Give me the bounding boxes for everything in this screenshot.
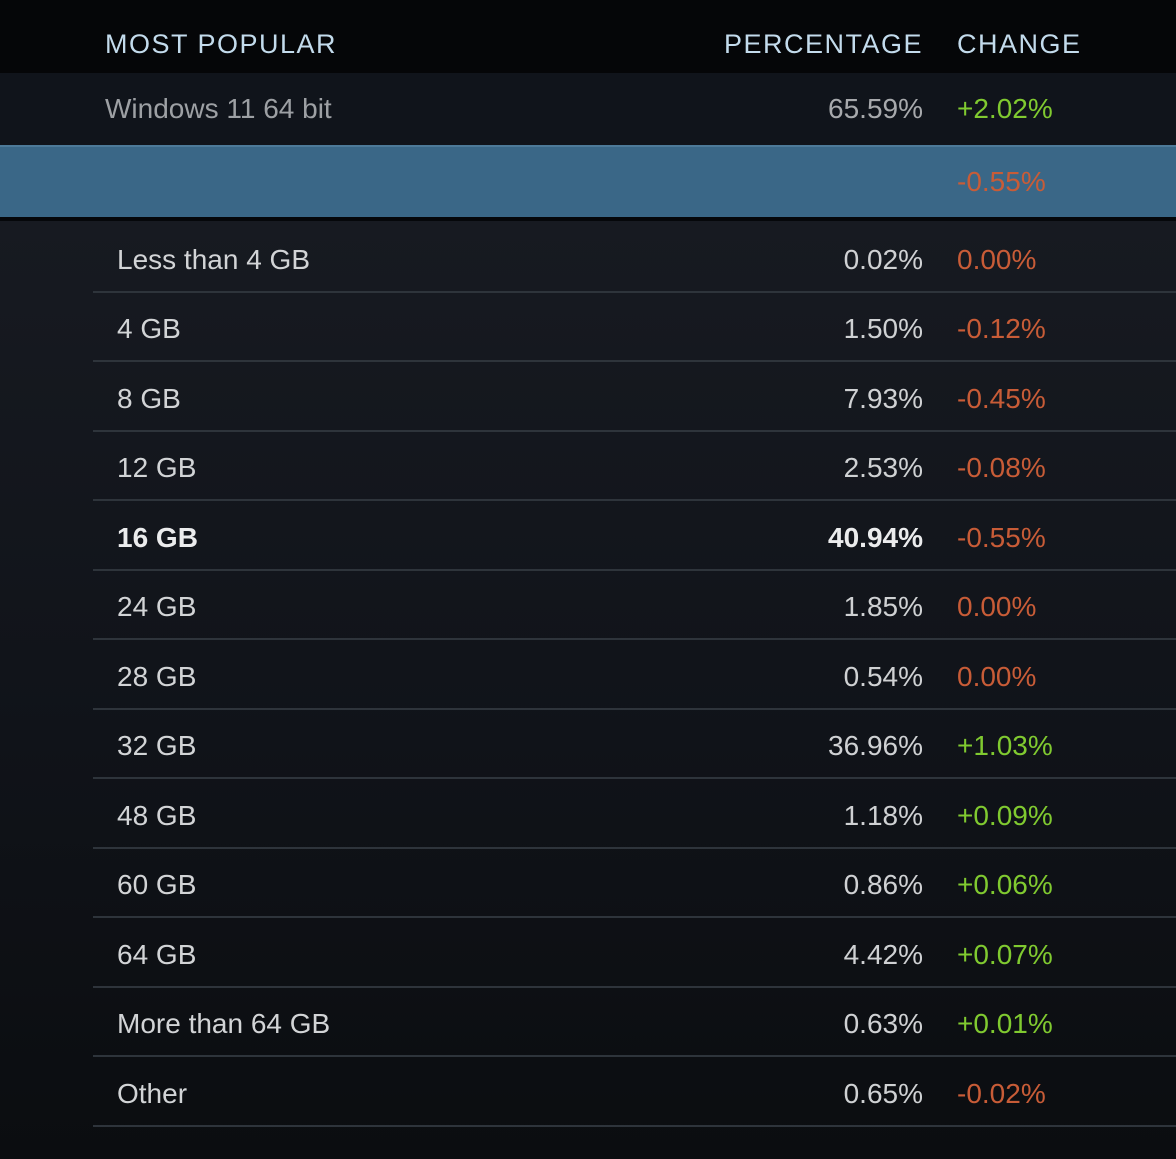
row-label: 28 GB [117, 660, 197, 692]
row-change: +2.02% [957, 93, 1053, 124]
subcategory-row: 64 GB 4.42% +0.07% [0, 916, 1176, 986]
row-percentage: 1.18% [843, 799, 923, 831]
subcategory-row: Less than 4 GB 0.02% 0.00% [0, 221, 1176, 291]
column-header-change: CHANGE [957, 28, 1082, 59]
row-percentage: 40.94% [828, 521, 923, 553]
row-change: -0.02% [957, 1077, 1046, 1109]
row-change: -0.45% [957, 382, 1046, 414]
row-label: 8 GB [117, 382, 181, 414]
table-header: MOST POPULAR PERCENTAGE CHANGE [0, 0, 1176, 73]
row-percentage: 0.63% [843, 1008, 923, 1040]
row-change: -0.55% [957, 166, 1046, 197]
row-percentage: 0.02% [843, 243, 923, 275]
subcategory-row: 28 GB 0.54% 0.00% [0, 638, 1176, 708]
row-change: +0.01% [957, 1008, 1053, 1040]
row-label: Other [117, 1077, 188, 1109]
row-label: Less than 4 GB [117, 243, 311, 275]
subcategory-row: 24 GB 1.85% 0.00% [0, 568, 1176, 639]
row-change: 0.00% [957, 243, 1037, 275]
subcategory-row: 16 GB 40.94% -0.55% [0, 499, 1176, 569]
row-percentage: 2.53% [843, 452, 923, 484]
category-row[interactable]: Windows 11 64 bit 65.59% +2.02% [0, 73, 1176, 145]
row-label: 24 GB [117, 591, 197, 623]
row-percentage: 4.42% [843, 938, 923, 970]
row-percentage: 36.96% [828, 730, 923, 762]
subcategory-row: 48 GB 1.18% +0.09% [0, 777, 1176, 847]
subcategory-row: 60 GB 0.86% +0.06% [0, 846, 1176, 917]
row-label: 32 GB [117, 730, 197, 762]
subcategory-row: More than 64 GB 0.63% +0.01% [0, 985, 1176, 1056]
row-percentage: 0.65% [843, 1077, 923, 1109]
column-header-percentage: PERCENTAGE [723, 28, 923, 59]
subcategory-row: 4 GB 1.50% -0.12% [0, 290, 1176, 361]
row-change: +0.06% [957, 869, 1053, 901]
row-label: More than 64 GB [117, 1008, 331, 1040]
subcategory-row: Other 0.65% -0.02% [0, 1055, 1176, 1125]
table-footer-spacer [0, 1124, 1176, 1159]
subcategory-row: 32 GB 36.96% +1.03% [0, 707, 1176, 778]
row-label: Windows 11 64 bit [105, 93, 332, 124]
row-change: +0.09% [957, 799, 1053, 831]
row-change: -0.12% [957, 313, 1046, 345]
column-header-most-popular: MOST POPULAR [105, 28, 338, 59]
row-change: 0.00% [957, 591, 1037, 623]
row-change: +0.07% [957, 938, 1053, 970]
row-label: 12 GB [117, 452, 197, 484]
row-percentage: 7.93% [843, 382, 923, 414]
row-percentage: 65.59% [828, 93, 923, 124]
subcategory-row: 8 GB 7.93% -0.45% [0, 360, 1176, 430]
row-percentage: 0.54% [843, 660, 923, 692]
row-change: +1.03% [957, 730, 1053, 762]
category-row-selected[interactable]: -0.55% [0, 145, 1176, 221]
row-change: -0.55% [957, 521, 1046, 553]
subcategory-rows: Less than 4 GB 0.02% 0.00% 4 GB 1.50% -0… [0, 221, 1176, 1159]
row-label: 64 GB [117, 938, 197, 970]
category-rows: Windows 11 64 bit 65.59% +2.02% -0.55% [0, 73, 1176, 221]
row-label: 48 GB [117, 799, 197, 831]
row-label: 60 GB [117, 869, 197, 901]
row-percentage: 1.85% [843, 591, 923, 623]
subcategory-row: 12 GB 2.53% -0.08% [0, 429, 1176, 500]
row-change: -0.08% [957, 452, 1046, 484]
row-label: 16 GB [117, 521, 198, 553]
row-label: 4 GB [117, 313, 181, 345]
row-percentage: 0.86% [843, 869, 923, 901]
row-percentage: 1.50% [843, 313, 923, 345]
row-change: 0.00% [957, 660, 1037, 692]
